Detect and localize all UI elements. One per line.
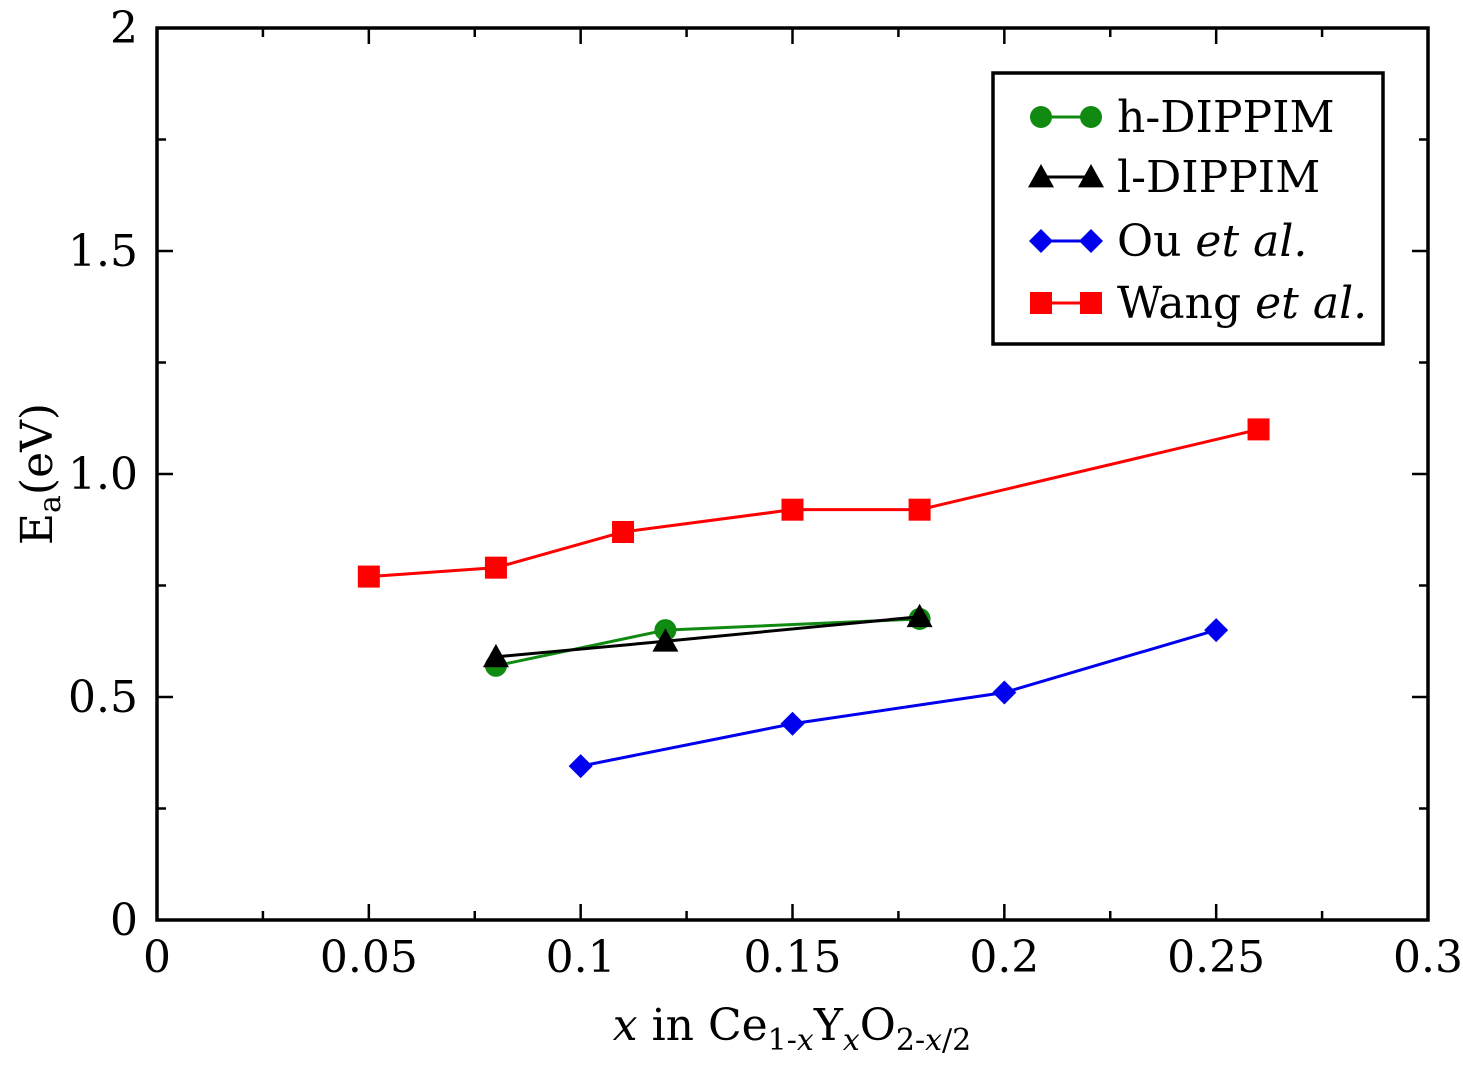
x-axis-title: x in Ce1-xYxO2-x/2 <box>613 1000 971 1058</box>
legend-label-italic: et al. <box>1195 216 1307 267</box>
x-axis-title-o: O <box>860 1000 896 1051</box>
x-axis-title-sub2: x <box>843 1023 860 1058</box>
legend-label-plain: Wang <box>1117 278 1255 329</box>
y-axis-title-main: E <box>12 513 63 545</box>
y-axis-title-rest: (eV) <box>12 403 63 495</box>
data-point <box>908 498 931 521</box>
data-point <box>612 520 635 543</box>
legend-marker <box>1029 229 1053 253</box>
series-triangle <box>482 603 933 668</box>
legend-entry: Wang et al. <box>1030 278 1367 329</box>
legend-marker <box>1030 292 1052 314</box>
y-tick-label: 2 <box>110 3 138 54</box>
data-point <box>992 680 1017 705</box>
x-axis-title-sub1-italic: x <box>797 1023 814 1058</box>
series-line <box>495 615 920 659</box>
data-point <box>1204 618 1229 643</box>
legend-label: l-DIPPIM <box>1117 152 1320 203</box>
x-tick-label: 0.2 <box>969 932 1039 983</box>
legend-label-plain: h-DIPPIM <box>1117 92 1335 143</box>
legend-label-plain: l-DIPPIM <box>1117 152 1320 203</box>
legend-label: h-DIPPIM <box>1117 92 1335 143</box>
legend-marker <box>1080 292 1102 314</box>
legend-marker <box>1028 164 1054 188</box>
y-axis-title-sub: a <box>33 495 68 513</box>
legend-label-italic: et al. <box>1255 278 1367 329</box>
series-square <box>357 418 1270 588</box>
x-axis-title-sub1: 1- <box>768 1023 797 1058</box>
y-axis-title: Ea(eV) <box>12 403 68 545</box>
legend-entry: h-DIPPIM <box>1030 92 1335 143</box>
data-point <box>906 603 933 628</box>
legend-marker <box>1078 164 1104 188</box>
legend-label: Ou et al. <box>1117 216 1307 267</box>
series-circle <box>484 607 931 677</box>
data-point <box>781 498 804 521</box>
legend-entry: l-DIPPIM <box>1028 152 1320 203</box>
data-point <box>652 628 679 652</box>
x-tick-label: 0 <box>143 932 171 983</box>
x-tick-label: 0.05 <box>320 932 418 983</box>
series-diamond <box>568 618 1229 779</box>
ticks-layer: 0 0.05 0.1 0.15 0.2 0.25 0.3 0 0.5 1.0 1.5 2 <box>68 3 1463 983</box>
data-point <box>1247 418 1270 441</box>
x-axis-title-mid: in Ce <box>638 1000 768 1051</box>
data-point <box>568 754 593 779</box>
x-axis-title-sub3-italic: x <box>925 1023 942 1058</box>
data-point <box>482 643 509 668</box>
series-line <box>580 628 1217 768</box>
y-tick-label: 1.5 <box>68 226 138 277</box>
legend-label: Wang et al. <box>1117 278 1367 329</box>
x-tick-label: 0.25 <box>1167 932 1265 983</box>
series-line <box>368 427 1259 579</box>
x-axis-title-prefix: x <box>613 1000 638 1051</box>
x-tick-label: 0.1 <box>546 932 616 983</box>
legend-label-plain: Ou <box>1117 216 1195 267</box>
x-axis-title-y: Y <box>813 1000 844 1051</box>
y-tick-label: 0 <box>110 895 138 946</box>
legend-entry: Ou et al. <box>1029 216 1307 267</box>
x-tick-label: 0.3 <box>1393 932 1463 983</box>
y-tick-label: 0.5 <box>68 672 138 723</box>
data-point <box>484 556 507 579</box>
legend-marker <box>1030 106 1052 128</box>
y-tick-label: 1.0 <box>68 449 138 500</box>
series-layer <box>357 418 1270 779</box>
series-line <box>495 617 920 668</box>
x-tick-label: 0.15 <box>744 932 842 983</box>
legend-marker <box>1079 229 1103 253</box>
x-axis-title-sub3b: /2 <box>942 1023 971 1058</box>
x-axis-title-sub3a: 2- <box>896 1023 925 1058</box>
plot-frame <box>155 26 1430 922</box>
legend-marker <box>1080 106 1102 128</box>
data-point <box>357 565 380 588</box>
data-point <box>780 711 805 736</box>
